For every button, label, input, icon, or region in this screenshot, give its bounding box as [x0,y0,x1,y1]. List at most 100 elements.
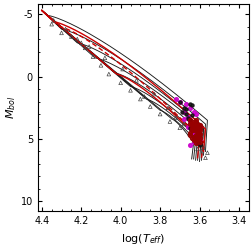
Point [193,118,197,122]
Point [197,123,201,127]
Point [191,140,195,143]
Point [189,127,193,131]
Point [173,97,177,101]
Point [191,124,195,128]
Point [191,134,195,138]
Point [179,110,183,114]
Point [191,110,195,114]
Point [138,97,142,101]
Point [201,146,205,150]
Point [193,131,197,135]
Point [187,118,191,122]
Point [193,127,197,131]
Point [185,114,189,118]
Point [195,131,199,135]
Point [75,37,79,41]
Point [99,63,103,67]
Point [191,124,195,128]
Point [177,100,181,103]
Point [87,44,91,48]
X-axis label: $\log(\mathit{T}_{\mathit{eff}})$: $\log(\mathit{T}_{\mathit{eff}})$ [121,232,165,246]
Point [83,46,87,50]
Point [91,54,95,58]
Point [187,131,191,135]
Point [193,137,197,141]
Point [103,56,107,60]
Point [191,140,195,143]
Point [181,122,185,126]
Point [187,143,191,147]
Point [151,92,155,96]
Point [177,100,181,103]
Point [197,132,201,136]
Point [183,107,187,111]
Point [191,138,195,142]
Point [195,130,199,134]
Point [193,112,197,116]
Point [193,128,197,132]
Point [189,126,193,130]
Point [165,106,169,110]
Point [142,94,146,98]
Point [189,123,193,127]
Point [191,134,195,138]
Point [197,136,201,140]
Point [187,132,191,136]
Point [203,156,207,160]
Point [191,128,195,132]
Point [195,147,199,151]
Point [189,122,193,126]
Point [197,141,201,145]
Point [205,151,209,155]
Point [106,72,110,76]
Point [189,113,193,117]
Point [187,126,191,130]
Point [128,88,132,92]
Point [195,134,199,138]
Point [195,141,199,145]
Point [181,106,185,110]
Point [181,117,185,121]
Point [189,122,193,126]
Point [69,35,73,39]
Point [185,116,189,120]
Point [197,124,201,128]
Point [197,143,201,147]
Point [195,134,199,138]
Point [197,126,201,130]
Point [197,140,201,143]
Point [193,141,197,145]
Y-axis label: $\mathit{M}_{bol}$: $\mathit{M}_{bol}$ [4,96,18,120]
Point [134,78,138,82]
Point [187,102,191,106]
Point [187,133,191,137]
Point [191,127,195,131]
Point [167,120,171,124]
Point [193,133,197,137]
Point [158,112,162,116]
Point [189,103,193,107]
Point [183,112,187,116]
Point [177,126,181,130]
Point [187,120,191,124]
Point [191,120,195,124]
Point [195,130,199,134]
Point [63,27,67,31]
Point [195,124,199,128]
Point [187,106,191,110]
Point [183,102,187,106]
Point [195,123,199,127]
Point [191,124,195,128]
Point [197,128,201,132]
Point [59,31,63,35]
Point [193,120,197,124]
Point [193,137,197,141]
Point [193,137,197,141]
Point [148,104,152,108]
Point [79,41,83,45]
Point [173,116,177,120]
Point [195,132,199,136]
Point [189,128,193,132]
Point [187,118,191,122]
Point [51,18,55,22]
